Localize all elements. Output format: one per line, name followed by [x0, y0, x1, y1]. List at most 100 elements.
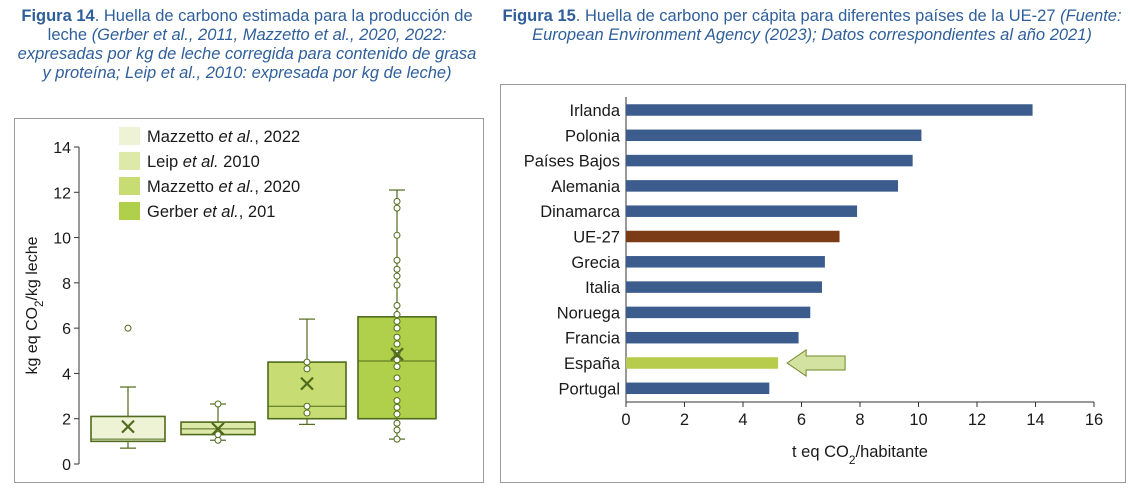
bar — [626, 357, 779, 369]
data-point — [214, 436, 222, 444]
data-point — [393, 333, 401, 341]
legend-swatch — [119, 152, 140, 170]
bar — [626, 154, 913, 167]
data-point — [393, 397, 401, 405]
figure-14-caption-text: . Huella de carbono estimada para la pro… — [47, 7, 473, 44]
x-tick-label: 16 — [1085, 411, 1103, 429]
category-label: Polonia — [565, 127, 621, 145]
data-point — [393, 340, 401, 348]
legend-label: Gerber et al., 201 — [147, 203, 275, 221]
data-point — [393, 385, 401, 393]
mean-marker — [211, 422, 225, 436]
data-point — [124, 324, 132, 332]
bar — [626, 382, 770, 395]
y-tick-label: 10 — [53, 231, 71, 248]
data-point — [393, 426, 401, 434]
box — [90, 415, 166, 443]
figure-14-label: Figura 14 — [21, 7, 95, 25]
category-label: Irlanda — [570, 102, 621, 120]
y-tick-label: 4 — [62, 366, 71, 383]
category-label: Portugal — [559, 380, 620, 398]
category-label: UE-27 — [573, 229, 620, 247]
data-point — [393, 356, 401, 364]
bar — [626, 306, 811, 319]
figure-15-caption-text: . Huella de carbono per cápita para dife… — [575, 7, 1061, 25]
data-point — [393, 374, 401, 382]
x-tick-label: 14 — [1026, 411, 1044, 429]
category-label: Italia — [585, 279, 621, 297]
bar — [626, 129, 922, 142]
data-point — [393, 324, 401, 332]
data-point — [393, 302, 401, 309]
x-tick-label: 6 — [797, 411, 806, 429]
data-point — [393, 317, 401, 325]
x-tick-label: 2 — [680, 411, 689, 429]
data-point — [393, 435, 401, 443]
data-point — [303, 358, 311, 366]
legend-swatch — [119, 202, 140, 220]
box-series-2 — [180, 400, 256, 444]
data-point — [393, 231, 401, 239]
box-series-3 — [267, 318, 347, 425]
y-tick-label: 6 — [62, 321, 71, 338]
figure-15-label: Figura 15 — [502, 7, 576, 25]
mean-marker — [121, 419, 135, 434]
data-point — [393, 256, 401, 264]
category-label: España — [564, 355, 621, 373]
y-axis-label: kg eq CO2/kg leche — [24, 236, 46, 374]
x-tick-label: 12 — [968, 411, 986, 429]
data-point — [393, 272, 401, 280]
category-label: Dinamarca — [540, 203, 621, 221]
bar — [626, 205, 858, 217]
mean-marker — [300, 376, 314, 391]
bar — [626, 180, 899, 192]
bar — [626, 331, 799, 344]
data-point — [393, 281, 401, 289]
data-point — [393, 197, 401, 205]
data-point — [393, 363, 401, 371]
bar-chart: Irlanda Polonia Países Bajos Alemania Dinama… — [524, 97, 1103, 467]
figure-14-caption: Figura 14. Huella de carbono estimada pa… — [14, 7, 480, 83]
y-tick-label: 0 — [62, 457, 71, 474]
category-label: Países Bajos — [524, 153, 620, 171]
legend-swatch — [119, 177, 140, 195]
data-point — [393, 403, 401, 411]
data-point — [214, 400, 222, 408]
x-tick-label: 0 — [621, 411, 630, 429]
box-series-4 — [357, 189, 437, 443]
mean-marker — [390, 347, 404, 361]
category-label: Alemania — [551, 178, 621, 196]
y-tick-label: 8 — [62, 276, 71, 293]
y-tick-label: 12 — [53, 185, 71, 202]
data-point — [303, 409, 311, 417]
legend-label: Mazzetto et al., 2022 — [147, 128, 300, 146]
annotation-arrow — [786, 349, 846, 377]
data-point — [393, 410, 401, 418]
legend-label: Leip et al. 2010 — [147, 153, 260, 171]
legend-label: Mazzetto et al., 2020 — [147, 178, 300, 196]
bar-chart-frame: Irlanda Polonia Países Bajos Alemania Dinama… — [500, 84, 1126, 483]
y-tick-label: 2 — [62, 412, 71, 429]
boxplot-chart-frame: 0 2 4 6 8 10 12 14 kg eq CO2/kg leche Mazzetto et… — [14, 118, 484, 483]
boxplot-chart: 0 2 4 6 8 10 12 14 kg eq CO2/kg leche Mazzetto et… — [24, 127, 437, 474]
legend-swatch — [119, 127, 140, 145]
x-tick-label: 4 — [738, 411, 747, 429]
figure-14-caption-source: (Gerber et al., 2011, Mazzetto et al., 2… — [17, 26, 477, 82]
x-axis-label: t eq CO2/habitante — [792, 443, 928, 467]
bar — [626, 281, 822, 293]
bar — [626, 104, 1033, 116]
data-point — [393, 311, 401, 319]
category-label: Noruega — [557, 304, 621, 322]
data-point — [303, 402, 311, 410]
data-point — [214, 431, 222, 439]
x-tick-label: 10 — [909, 411, 927, 429]
x-tick-label: 8 — [855, 411, 864, 429]
category-label: Francia — [565, 330, 621, 348]
data-point — [393, 419, 401, 427]
bar — [626, 256, 825, 268]
figure-15-caption-source: (Fuente: European Environment Agency (20… — [532, 7, 1122, 44]
data-point — [393, 265, 401, 273]
data-point — [393, 204, 401, 212]
bar — [626, 230, 840, 243]
y-tick-label: 14 — [53, 140, 71, 157]
